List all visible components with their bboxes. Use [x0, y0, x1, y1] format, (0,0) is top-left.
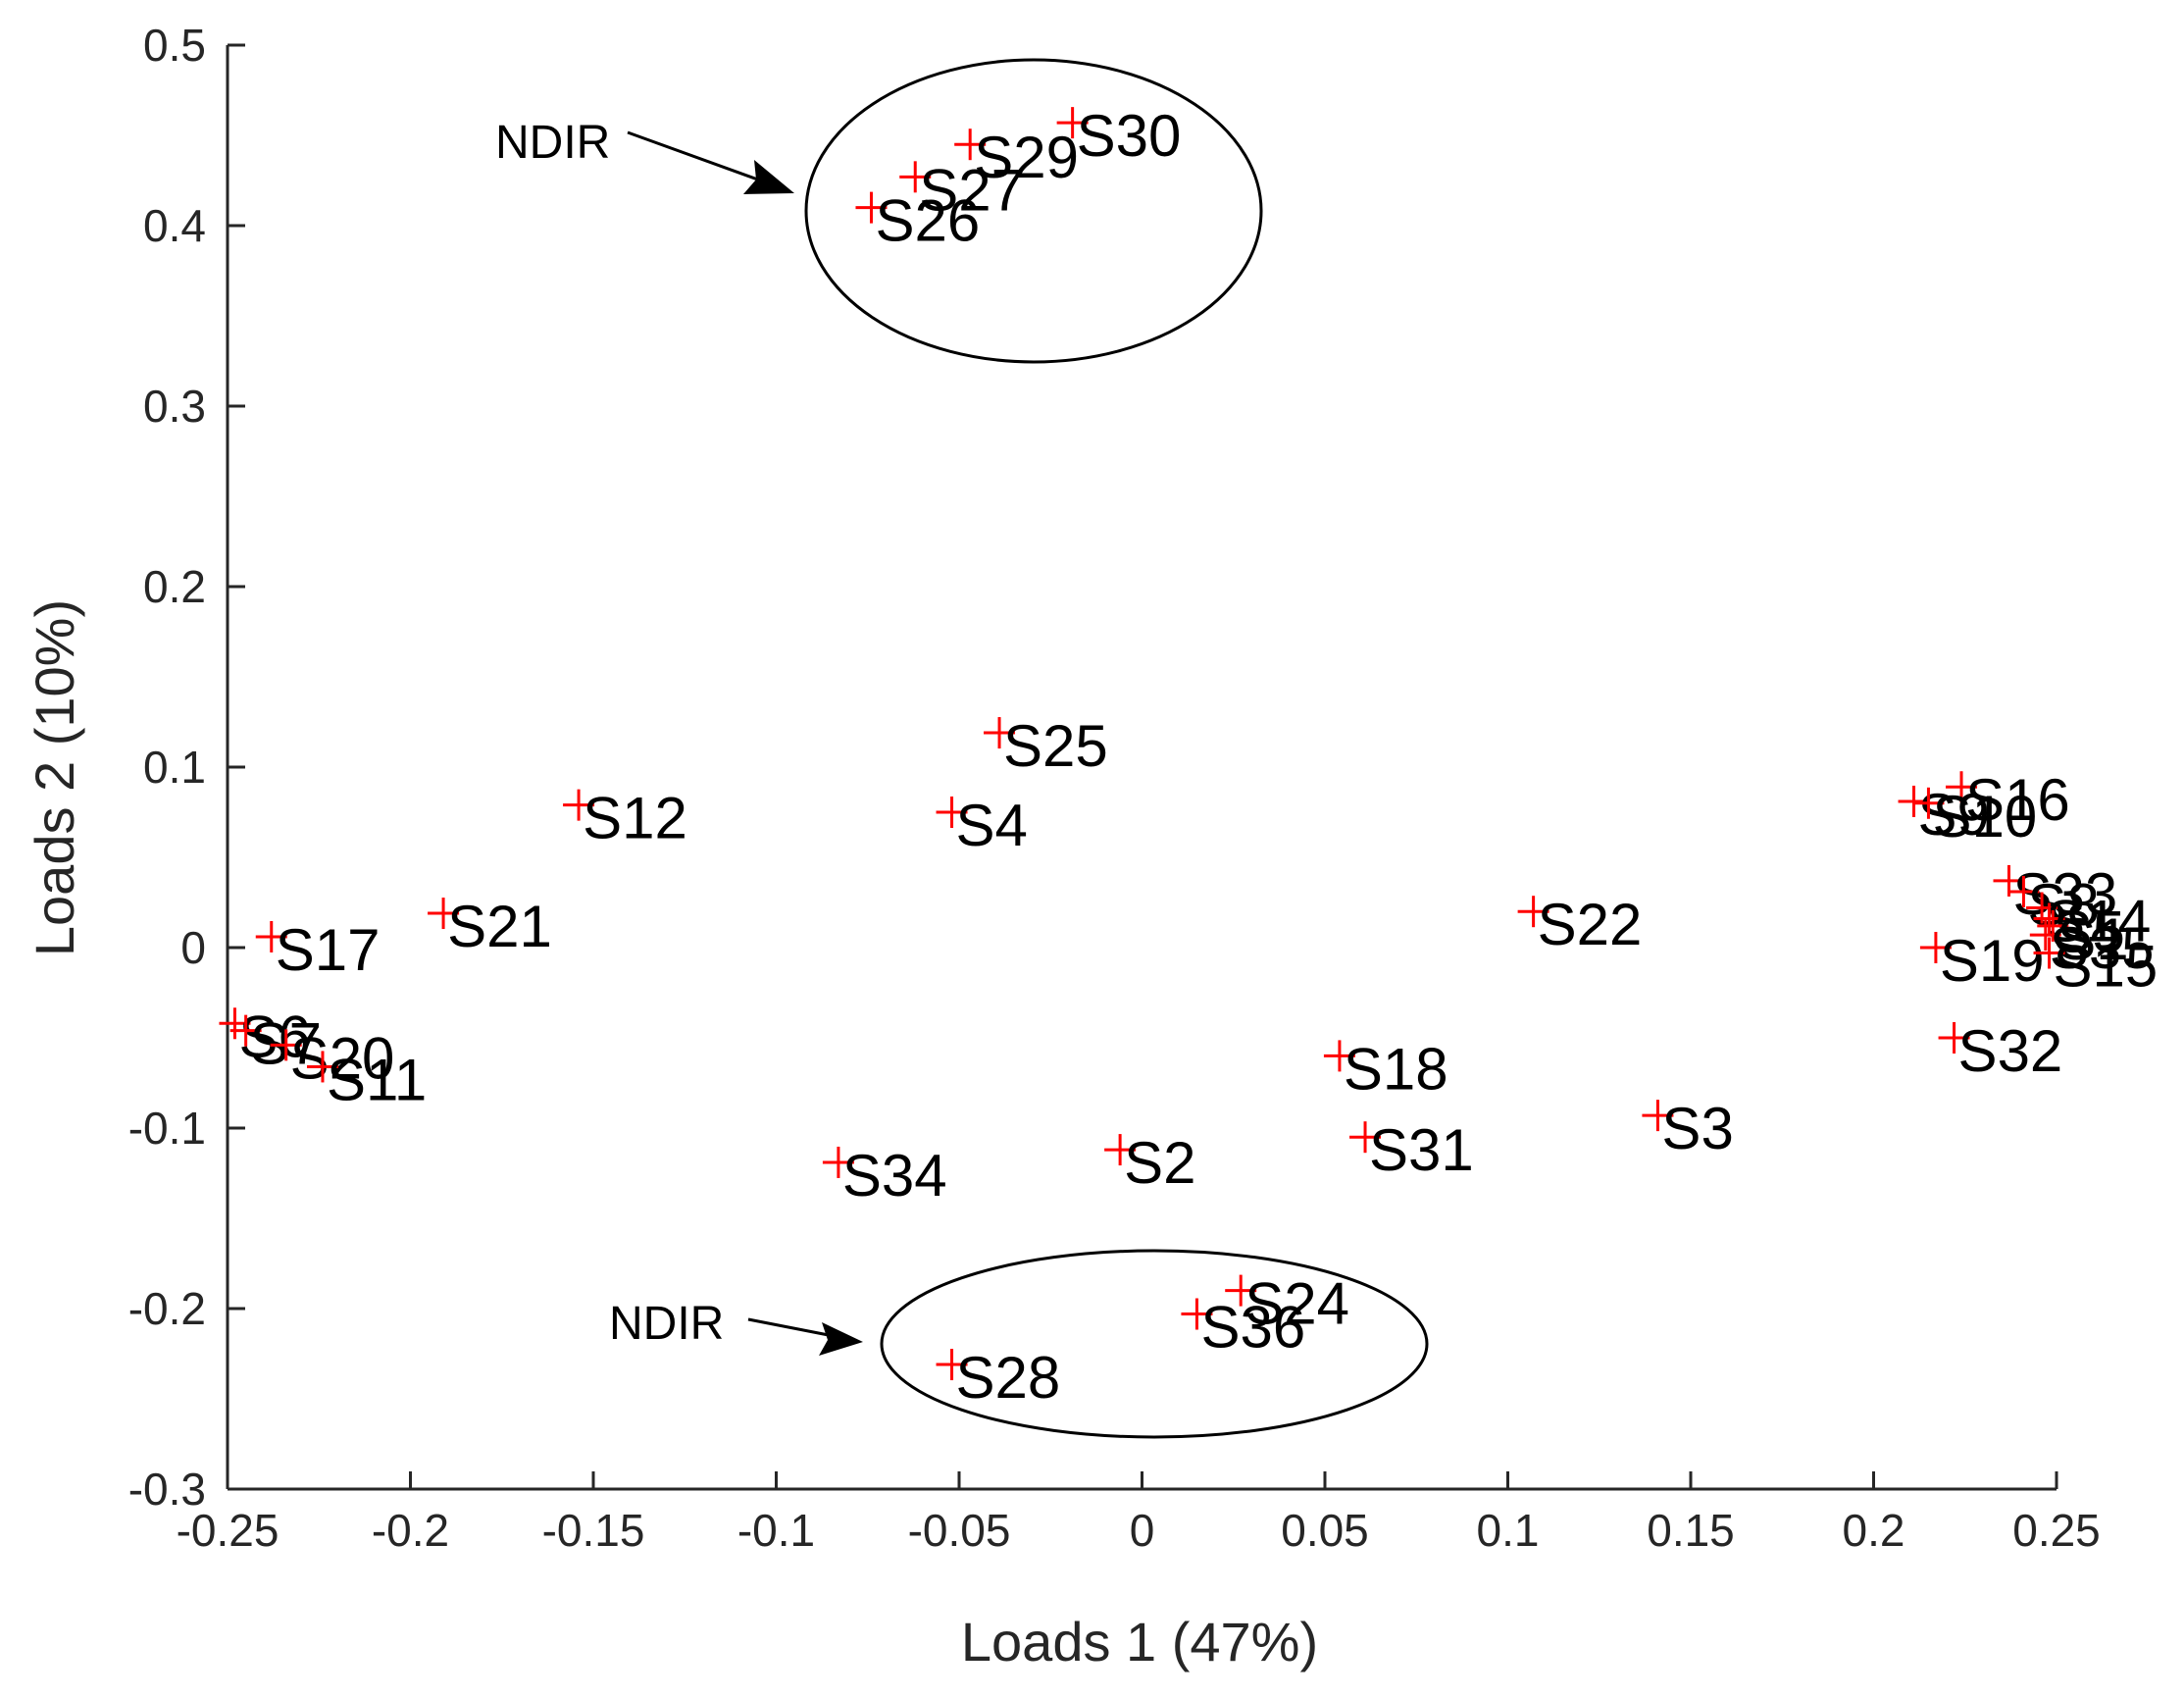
ndir-label-upper: NDIR: [495, 117, 610, 169]
ndir-arrow-upper-head: [743, 160, 794, 194]
point-label: S4: [956, 793, 1028, 858]
point-label: S3: [1661, 1096, 1733, 1161]
point-s15: S15: [2033, 934, 2159, 1000]
point-s5: S5: [2033, 900, 2125, 965]
point-s4: S4: [936, 793, 1028, 858]
point-label: S25: [1003, 713, 1108, 779]
point-label: S24: [1244, 1271, 1349, 1337]
point-s14: S14: [2026, 889, 2151, 954]
annotation-ellipses: [804, 58, 1429, 1439]
point-s35: S35: [2029, 915, 2155, 981]
point-label: S22: [1538, 892, 1643, 957]
point-s11: S11: [306, 1047, 427, 1112]
point-label: S17: [276, 917, 381, 983]
x-tick-label: -0.1: [737, 1505, 815, 1556]
y-tick-label: 0: [180, 922, 206, 973]
point-s29: S29: [954, 125, 1079, 190]
y-tick-label: 0.5: [143, 20, 206, 71]
y-tick-label: 0.1: [143, 742, 206, 793]
point-label: S11: [327, 1047, 427, 1112]
ndir-label-lower: NDIR: [609, 1298, 724, 1350]
y-tick-label: -0.3: [128, 1464, 206, 1515]
point-s28: S28: [936, 1345, 1061, 1411]
y-tick-label: 0.2: [143, 561, 206, 612]
point-s19: S19: [1919, 928, 2045, 994]
point-label: S1: [2057, 906, 2128, 972]
point-label: S31: [1369, 1117, 1474, 1183]
y-tick-label: 0.3: [143, 381, 206, 432]
y-axis-title: Loads 2 (10%): [24, 599, 85, 956]
point-s22: S22: [1517, 892, 1643, 957]
point-label: S16: [1965, 767, 2070, 833]
point-s20: S20: [270, 1025, 395, 1091]
point-s16: S16: [1946, 767, 2070, 833]
point-label: S27: [919, 157, 1024, 223]
x-tick-label: 0.25: [2012, 1505, 2101, 1556]
point-label: S10: [1932, 784, 2037, 849]
point-s10: S10: [1912, 784, 2037, 849]
ndir-ellipse-lower: [880, 1249, 1429, 1439]
x-axis-ticks: -0.25 -0.2 -0.15 -0.1 -0.05 0 0.05 0.1 0.15 0.2 0.…: [177, 1471, 2101, 1556]
point-label: S12: [583, 786, 687, 851]
point-label: S5: [2054, 900, 2125, 965]
y-tick-label: -0.1: [128, 1103, 206, 1154]
point-s30: S30: [1056, 103, 1182, 169]
x-tick-label: 0.05: [1281, 1505, 1369, 1556]
x-tick-label: 0: [1130, 1505, 1155, 1556]
x-tick-label: -0.15: [542, 1505, 645, 1556]
point-s1: S1: [2037, 906, 2129, 972]
point-label: S19: [1940, 928, 2045, 994]
x-tick-label: -0.05: [908, 1505, 1011, 1556]
data-points: S30S29S27S26S25S4S12S21S17S6S7S20S11S34S…: [219, 103, 2158, 1411]
point-label: S28: [956, 1345, 1061, 1411]
point-s17: S17: [255, 917, 381, 983]
ndir-arrow-upper-shaft: [627, 130, 778, 188]
point-s31: S31: [1349, 1117, 1474, 1183]
point-label: S30: [1077, 103, 1182, 169]
point-label: S20: [290, 1025, 395, 1091]
x-tick-label: 0.2: [1843, 1505, 1905, 1556]
y-tick-label: 0.4: [143, 200, 206, 251]
x-tick-label: -0.25: [177, 1505, 279, 1556]
point-s27: S27: [899, 157, 1024, 223]
point-label: S6: [238, 1003, 310, 1069]
point-s2: S2: [1104, 1130, 1196, 1196]
point-s34: S34: [822, 1143, 947, 1209]
point-s3: S3: [1642, 1096, 1734, 1161]
point-label: S36: [1200, 1295, 1305, 1361]
ndir-arrow-lower-head: [819, 1322, 863, 1356]
point-s21: S21: [428, 894, 552, 959]
point-label: S35: [2050, 915, 2155, 981]
point-label: S2: [1124, 1130, 1195, 1196]
y-tick-label: -0.2: [128, 1283, 206, 1334]
x-tick-label: 0.1: [1477, 1505, 1540, 1556]
x-tick-label: 0.15: [1647, 1505, 1735, 1556]
ndir-arrow-lower-shaft: [747, 1317, 839, 1339]
point-s36: S36: [1181, 1295, 1305, 1361]
point-label: S26: [875, 188, 980, 254]
point-s26: S26: [855, 188, 980, 254]
point-s25: S25: [984, 713, 1108, 779]
ndir-ellipse-upper: [804, 58, 1263, 364]
point-s33: S33: [1993, 861, 2118, 927]
point-label: S33: [2013, 861, 2118, 927]
point-s12: S12: [563, 786, 687, 851]
point-label: S14: [2046, 889, 2151, 954]
point-label: S21: [447, 894, 552, 959]
point-s6: S6: [219, 1003, 311, 1069]
point-s18: S18: [1323, 1036, 1448, 1102]
point-label: S34: [842, 1143, 947, 1209]
point-label: S29: [974, 125, 1079, 190]
point-label: S32: [1958, 1018, 2063, 1084]
point-label: S18: [1344, 1036, 1448, 1102]
point-s32: S32: [1938, 1018, 2063, 1084]
y-axis-ticks: -0.3 -0.2 -0.1 0 0.1 0.2 0.3 0.4 0.5: [128, 20, 245, 1515]
x-axis-title: Loads 1 (47%): [961, 1611, 1318, 1672]
point-s24: S24: [1225, 1271, 1349, 1337]
point-label: S15: [2054, 934, 2159, 1000]
x-tick-label: -0.2: [372, 1505, 449, 1556]
annotation-arrows: [627, 130, 863, 1356]
